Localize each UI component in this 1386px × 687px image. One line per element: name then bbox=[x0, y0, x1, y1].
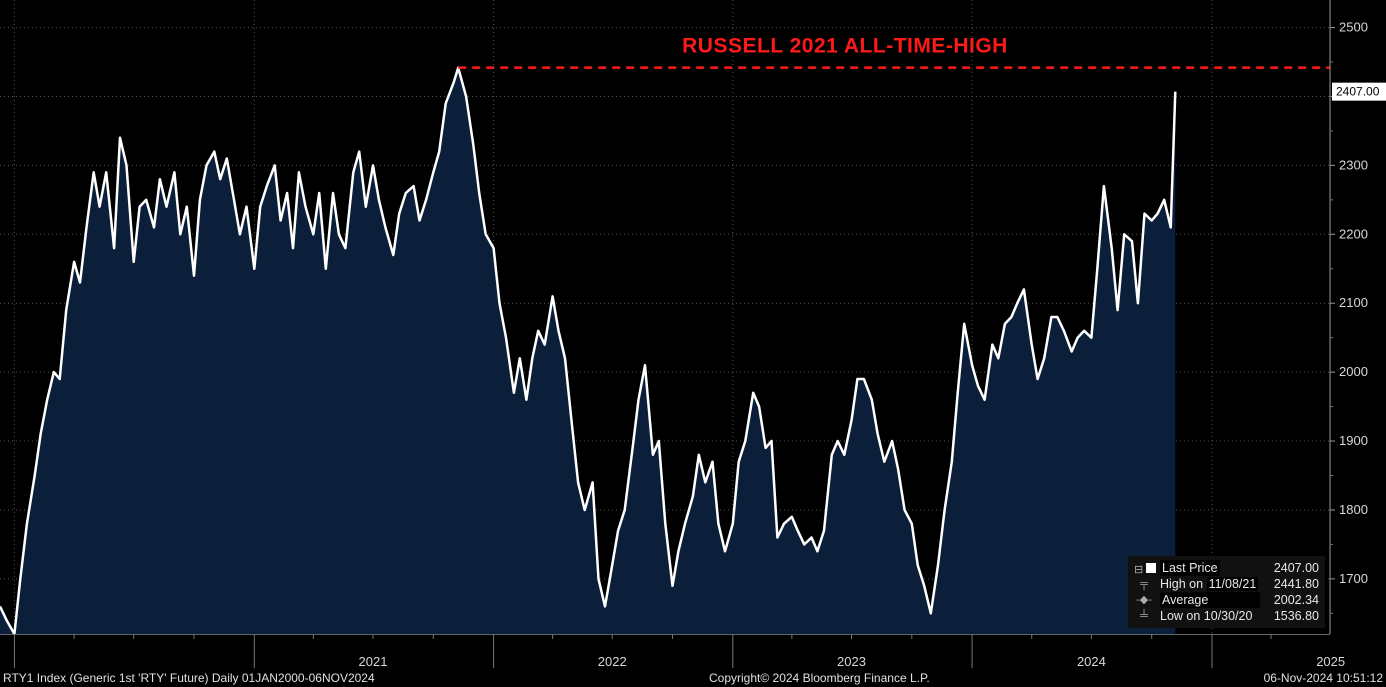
last-price-tag-label: 2407.00 bbox=[1336, 85, 1380, 99]
y-tick-label: 2000 bbox=[1339, 364, 1368, 379]
footer-ticker-info: RTY1 Index (Generic 1st 'RTY' Future) Da… bbox=[3, 671, 375, 685]
legend-high-date: 11/08/21 bbox=[1206, 577, 1259, 591]
y-tick-label: 1900 bbox=[1339, 433, 1368, 448]
average-marker-icon: -◆- bbox=[1136, 594, 1152, 606]
x-tick-label: 2022 bbox=[598, 654, 627, 669]
legend-high-value: 2441.80 bbox=[1273, 577, 1319, 591]
legend-average-label: Average bbox=[1160, 592, 1261, 608]
y-tick-label: 2300 bbox=[1339, 157, 1368, 172]
legend-low: ╧ Low on 10/30/20 1536.80 bbox=[1132, 608, 1321, 624]
y-tick-label: 2500 bbox=[1339, 20, 1368, 35]
y-tick-label: 1700 bbox=[1339, 571, 1368, 586]
legend-high-label: High on bbox=[1160, 577, 1204, 591]
legend-low-label: Low on bbox=[1160, 609, 1201, 623]
y-tick-label: 2200 bbox=[1339, 226, 1368, 241]
collapse-icon[interactable]: ⊟ bbox=[1134, 560, 1157, 578]
y-tick-label: 1800 bbox=[1339, 502, 1368, 517]
legend-average: -◆- Average 2002.34 bbox=[1132, 592, 1321, 608]
y-axis: 170018001900200021002200230024002500 bbox=[1329, 0, 1368, 634]
white-square-icon bbox=[1146, 563, 1157, 573]
legend-low-value: 1536.80 bbox=[1273, 609, 1319, 623]
footer-copyright: Copyright© 2024 Bloomberg Finance L.P. bbox=[709, 671, 930, 685]
legend-high: ╤ High on 11/08/21 2441.80 bbox=[1132, 576, 1321, 592]
all-time-high-annotation: RUSSELL 2021 ALL-TIME-HIGH bbox=[682, 35, 1008, 58]
x-axis: 202020212022202320242025 bbox=[0, 634, 1345, 669]
low-marker-icon: ╧ bbox=[1140, 610, 1148, 622]
price-line bbox=[0, 66, 1177, 636]
legend-last-price: ⊟ Last Price 2407.00 bbox=[1132, 560, 1321, 576]
footer-bar: RTY1 Index (Generic 1st 'RTY' Future) Da… bbox=[0, 669, 1386, 687]
legend-average-value: 2002.34 bbox=[1273, 593, 1319, 607]
y-tick-label: 2100 bbox=[1339, 295, 1368, 310]
price-area-fill bbox=[0, 67, 1176, 634]
x-tick-label: 2023 bbox=[837, 654, 866, 669]
x-tick-label: 2021 bbox=[359, 654, 388, 669]
x-tick-label: 2025 bbox=[1316, 654, 1345, 669]
legend-last-value: 2407.00 bbox=[1273, 561, 1319, 575]
legend-last-label: Last Price bbox=[1160, 560, 1220, 576]
footer-timestamp: 06-Nov-2024 10:51:12 bbox=[1263, 671, 1383, 685]
x-tick-label: 2024 bbox=[1077, 654, 1106, 669]
high-marker-icon: ╤ bbox=[1140, 578, 1148, 590]
last-price-tag-box bbox=[1332, 82, 1386, 101]
last-price-tag: 2407.00 bbox=[1332, 82, 1386, 101]
legend-low-date: 10/30/20 bbox=[1203, 609, 1253, 623]
legend: ⊟ Last Price 2407.00 ╤ High on 11/08/21 … bbox=[1128, 556, 1325, 628]
